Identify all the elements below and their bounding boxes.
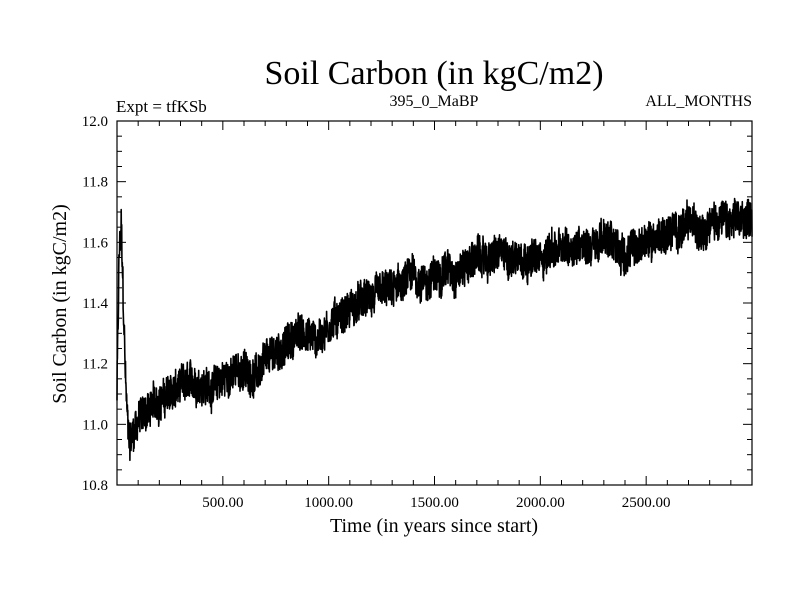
months-label: ALL_MONTHS [645,93,752,110]
x-tick-label: 1500.00 [410,495,459,511]
x-tick-label: 1000.00 [304,495,353,511]
y-tick-label: 11.6 [82,235,108,251]
y-tick-label: 11.4 [82,296,108,312]
x-tick-label: 2500.00 [622,495,671,511]
y-axis-label: Soil Carbon (in kgC/m2) [49,204,71,403]
series-line-soil-carbon [116,197,753,462]
y-tick-label: 11.8 [82,175,108,191]
x-axis-label: Time (in years since start) [330,515,538,537]
x-tick-label: 2000.00 [516,495,565,511]
plot-frame [116,120,753,486]
y-tick-label: 11.0 [82,417,108,433]
experiment-label: Expt = tfKSb [116,97,207,116]
plot-area: 500.00 1000.00 1500.00 2000.00 2500.00 10.8 11… [82,114,753,511]
y-tick-label: 10.8 [82,478,108,494]
x-tick-label: 500.00 [202,495,243,511]
chart-title: Soil Carbon (in kgC/m2) [264,55,603,92]
y-tick-label: 11.2 [82,357,108,373]
period-label: 395_0_MaBP [390,93,479,110]
y-tick-label: 12.0 [82,114,108,130]
